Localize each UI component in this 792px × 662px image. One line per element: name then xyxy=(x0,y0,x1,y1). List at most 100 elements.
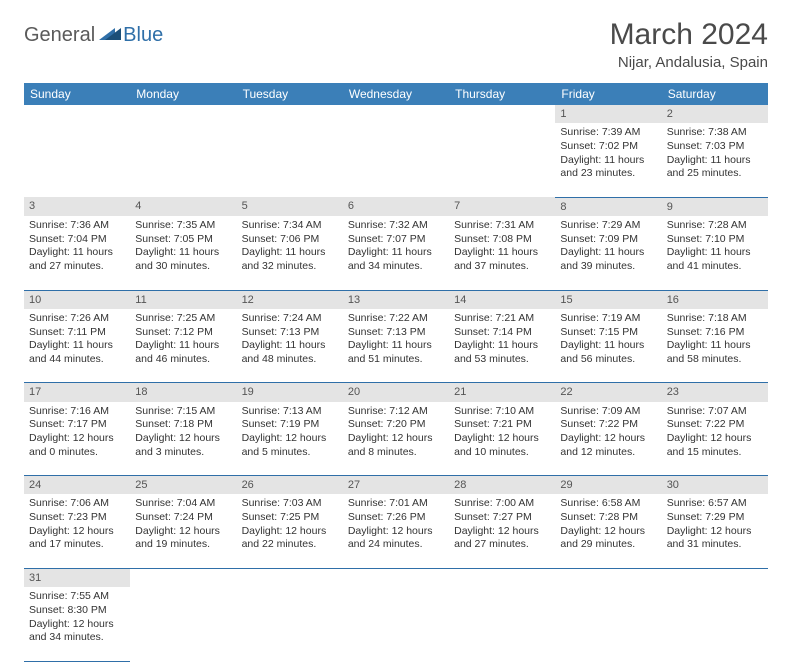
day-cell: Sunrise: 7:00 AMSunset: 7:27 PMDaylight:… xyxy=(449,494,555,568)
weekday-header-row: SundayMondayTuesdayWednesdayThursdayFrid… xyxy=(24,83,768,105)
day-cell: Sunrise: 7:39 AMSunset: 7:02 PMDaylight:… xyxy=(555,123,661,197)
day-line: Sunrise: 7:22 AM xyxy=(348,312,444,326)
empty-cell xyxy=(449,587,555,661)
day-line: and 30 minutes. xyxy=(135,260,231,274)
day-cell: Sunrise: 7:09 AMSunset: 7:22 PMDaylight:… xyxy=(555,402,661,476)
day-number-row: 24252627282930 xyxy=(24,476,768,495)
day-line: Sunrise: 7:34 AM xyxy=(242,219,338,233)
day-cell: Sunrise: 7:16 AMSunset: 7:17 PMDaylight:… xyxy=(24,402,130,476)
day-line: Sunrise: 7:26 AM xyxy=(29,312,125,326)
weekday-header: Tuesday xyxy=(237,83,343,105)
day-number: 23 xyxy=(662,383,768,402)
day-number: 3 xyxy=(24,197,130,216)
day-line: Sunset: 7:11 PM xyxy=(29,326,125,340)
day-cell: Sunrise: 7:15 AMSunset: 7:18 PMDaylight:… xyxy=(130,402,236,476)
day-line: Daylight: 12 hours xyxy=(454,525,550,539)
empty-cell xyxy=(343,568,449,587)
empty-cell xyxy=(237,105,343,123)
day-line: Sunrise: 7:39 AM xyxy=(560,126,656,140)
day-cell: Sunrise: 7:12 AMSunset: 7:20 PMDaylight:… xyxy=(343,402,449,476)
day-line: Sunset: 7:24 PM xyxy=(135,511,231,525)
day-content-row: Sunrise: 7:16 AMSunset: 7:17 PMDaylight:… xyxy=(24,402,768,476)
day-line: Daylight: 12 hours xyxy=(454,432,550,446)
day-line: and 25 minutes. xyxy=(667,167,763,181)
empty-cell xyxy=(662,587,768,661)
weekday-header: Saturday xyxy=(662,83,768,105)
day-number: 5 xyxy=(237,197,343,216)
day-cell: Sunrise: 7:55 AMSunset: 8:30 PMDaylight:… xyxy=(24,587,130,661)
day-line: Sunset: 7:23 PM xyxy=(29,511,125,525)
day-line: Sunrise: 7:07 AM xyxy=(667,405,763,419)
day-cell: Sunrise: 7:36 AMSunset: 7:04 PMDaylight:… xyxy=(24,216,130,290)
day-line: Sunset: 7:26 PM xyxy=(348,511,444,525)
day-number: 28 xyxy=(449,476,555,495)
day-line: and 37 minutes. xyxy=(454,260,550,274)
day-line: Sunrise: 7:38 AM xyxy=(667,126,763,140)
day-cell: Sunrise: 7:28 AMSunset: 7:10 PMDaylight:… xyxy=(662,216,768,290)
day-content-row: Sunrise: 7:26 AMSunset: 7:11 PMDaylight:… xyxy=(24,309,768,383)
day-line: Sunset: 7:20 PM xyxy=(348,418,444,432)
day-line: and 29 minutes. xyxy=(560,538,656,552)
day-line: Sunset: 7:14 PM xyxy=(454,326,550,340)
day-number: 21 xyxy=(449,383,555,402)
day-number: 1 xyxy=(555,105,661,123)
day-line: Sunrise: 7:55 AM xyxy=(29,590,125,604)
day-cell: Sunrise: 7:13 AMSunset: 7:19 PMDaylight:… xyxy=(237,402,343,476)
day-line: Sunset: 7:22 PM xyxy=(560,418,656,432)
page-header: General Blue March 2024 Nijar, Andalusia… xyxy=(24,18,768,71)
day-cell: Sunrise: 7:29 AMSunset: 7:09 PMDaylight:… xyxy=(555,216,661,290)
day-line: Sunrise: 7:24 AM xyxy=(242,312,338,326)
day-content-row: Sunrise: 7:36 AMSunset: 7:04 PMDaylight:… xyxy=(24,216,768,290)
calendar-table: SundayMondayTuesdayWednesdayThursdayFrid… xyxy=(24,83,768,662)
day-line: Daylight: 11 hours xyxy=(667,154,763,168)
day-number-row: 31 xyxy=(24,568,768,587)
day-content-row: Sunrise: 7:39 AMSunset: 7:02 PMDaylight:… xyxy=(24,123,768,197)
day-cell: Sunrise: 7:25 AMSunset: 7:12 PMDaylight:… xyxy=(130,309,236,383)
day-line: Sunrise: 7:28 AM xyxy=(667,219,763,233)
day-line: Daylight: 12 hours xyxy=(242,432,338,446)
empty-cell xyxy=(24,123,130,197)
empty-cell xyxy=(24,105,130,123)
day-line: Daylight: 12 hours xyxy=(135,432,231,446)
day-number: 22 xyxy=(555,383,661,402)
day-cell: Sunrise: 7:26 AMSunset: 7:11 PMDaylight:… xyxy=(24,309,130,383)
day-cell: Sunrise: 7:35 AMSunset: 7:05 PMDaylight:… xyxy=(130,216,236,290)
day-number: 18 xyxy=(130,383,236,402)
day-line: Daylight: 11 hours xyxy=(29,339,125,353)
day-line: Daylight: 12 hours xyxy=(242,525,338,539)
logo-text-general: General xyxy=(24,24,95,47)
day-line: Sunset: 7:13 PM xyxy=(348,326,444,340)
day-line: Daylight: 11 hours xyxy=(560,246,656,260)
day-line: Daylight: 12 hours xyxy=(560,432,656,446)
day-line: Sunset: 7:27 PM xyxy=(454,511,550,525)
flag-icon xyxy=(99,26,121,45)
day-line: Sunrise: 7:19 AM xyxy=(560,312,656,326)
day-cell: Sunrise: 6:57 AMSunset: 7:29 PMDaylight:… xyxy=(662,494,768,568)
day-cell: Sunrise: 7:31 AMSunset: 7:08 PMDaylight:… xyxy=(449,216,555,290)
day-number: 12 xyxy=(237,290,343,309)
day-line: Sunset: 7:19 PM xyxy=(242,418,338,432)
day-number: 13 xyxy=(343,290,449,309)
day-number: 11 xyxy=(130,290,236,309)
day-line: Sunrise: 7:12 AM xyxy=(348,405,444,419)
day-line: and 44 minutes. xyxy=(29,353,125,367)
day-line: and 17 minutes. xyxy=(29,538,125,552)
logo: General Blue xyxy=(24,24,163,47)
day-line: and 27 minutes. xyxy=(29,260,125,274)
day-line: and 53 minutes. xyxy=(454,353,550,367)
day-line: and 34 minutes. xyxy=(29,631,125,645)
day-line: Sunrise: 7:13 AM xyxy=(242,405,338,419)
day-line: and 56 minutes. xyxy=(560,353,656,367)
day-line: and 5 minutes. xyxy=(242,446,338,460)
day-line: Sunset: 7:21 PM xyxy=(454,418,550,432)
day-line: Sunrise: 7:00 AM xyxy=(454,497,550,511)
day-line: Daylight: 11 hours xyxy=(667,339,763,353)
empty-cell xyxy=(449,105,555,123)
day-line: Sunset: 7:08 PM xyxy=(454,233,550,247)
day-cell: Sunrise: 7:34 AMSunset: 7:06 PMDaylight:… xyxy=(237,216,343,290)
title-block: March 2024 Nijar, Andalusia, Spain xyxy=(610,18,768,71)
empty-cell xyxy=(237,123,343,197)
day-line: Sunrise: 7:01 AM xyxy=(348,497,444,511)
day-number-row: 17181920212223 xyxy=(24,383,768,402)
day-line: Sunrise: 7:35 AM xyxy=(135,219,231,233)
